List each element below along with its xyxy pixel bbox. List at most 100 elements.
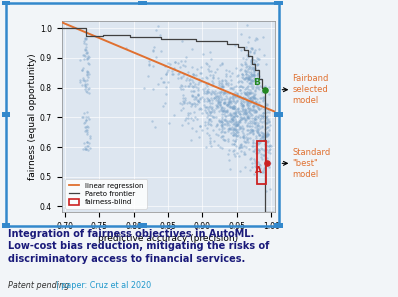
- Point: [267, 144, 274, 148]
- Point: [206, 64, 213, 69]
- Point: [244, 116, 251, 121]
- Point: [252, 92, 258, 97]
- Point: [213, 93, 220, 98]
- Point: [265, 84, 272, 89]
- Point: [243, 71, 250, 76]
- Point: [213, 132, 219, 137]
- Point: [261, 103, 268, 108]
- Point: [203, 144, 210, 149]
- Point: [259, 125, 265, 129]
- Point: [244, 74, 251, 79]
- Point: [243, 45, 250, 50]
- Point: [245, 121, 252, 126]
- Point: [238, 48, 244, 52]
- Point: [213, 124, 219, 129]
- Point: [220, 100, 227, 105]
- Point: [219, 85, 226, 89]
- Point: [245, 99, 251, 104]
- Point: [230, 118, 236, 122]
- Point: [178, 122, 185, 127]
- Point: [259, 94, 266, 99]
- Point: [234, 114, 240, 119]
- Point: [246, 109, 252, 114]
- Point: [228, 99, 234, 104]
- Point: [246, 65, 252, 70]
- Point: [177, 84, 183, 89]
- Point: [85, 56, 92, 61]
- Point: [253, 85, 259, 89]
- Point: [237, 145, 244, 149]
- Point: [215, 76, 221, 81]
- Point: [256, 124, 263, 129]
- Point: [238, 78, 244, 83]
- Point: [195, 92, 201, 97]
- Point: [141, 86, 148, 91]
- Point: [219, 121, 225, 126]
- Point: [86, 55, 92, 59]
- Point: [166, 62, 173, 67]
- Point: [219, 78, 226, 83]
- Point: [215, 101, 221, 106]
- Point: [84, 50, 91, 55]
- Point: [230, 93, 236, 98]
- Point: [246, 75, 252, 80]
- Point: [240, 77, 247, 81]
- Point: [232, 105, 238, 110]
- Point: [241, 108, 248, 113]
- Point: [255, 142, 261, 147]
- Point: [233, 127, 239, 132]
- Point: [216, 127, 222, 132]
- Point: [178, 83, 184, 87]
- Point: [207, 141, 213, 146]
- Point: [232, 110, 238, 115]
- Point: [182, 98, 189, 103]
- Point: [235, 130, 242, 135]
- Point: [230, 96, 236, 100]
- Point: [230, 122, 236, 127]
- Point: [187, 77, 193, 82]
- Point: [255, 139, 261, 144]
- Point: [238, 67, 245, 72]
- Point: [247, 121, 253, 126]
- Point: [212, 92, 218, 97]
- Point: [255, 146, 261, 151]
- Point: [251, 75, 258, 80]
- Point: [256, 107, 262, 112]
- Point: [232, 113, 238, 118]
- Point: [189, 85, 196, 90]
- Point: [264, 144, 270, 149]
- Point: [233, 144, 240, 149]
- Point: [238, 32, 244, 37]
- Point: [194, 117, 200, 122]
- Point: [221, 129, 228, 134]
- Point: [82, 119, 88, 124]
- Point: [181, 71, 187, 76]
- Point: [198, 107, 205, 111]
- Point: [247, 168, 254, 172]
- Point: [261, 118, 267, 123]
- Point: [248, 58, 255, 62]
- Point: [245, 105, 252, 110]
- Point: [206, 132, 213, 137]
- Point: [263, 115, 269, 119]
- Point: [240, 95, 246, 99]
- Point: [180, 62, 186, 67]
- Point: [217, 119, 223, 124]
- Point: [246, 34, 252, 39]
- Point: [261, 109, 267, 114]
- Point: [224, 103, 230, 108]
- Point: [220, 90, 226, 95]
- Point: [241, 69, 248, 73]
- Point: [196, 77, 203, 81]
- Point: [229, 118, 236, 123]
- Point: [253, 80, 259, 84]
- Point: [195, 98, 201, 103]
- Point: [197, 71, 204, 76]
- Point: [261, 121, 268, 126]
- Point: [256, 74, 262, 79]
- Point: [244, 103, 250, 108]
- Point: [236, 127, 242, 132]
- Point: [211, 90, 218, 95]
- Point: [253, 141, 259, 146]
- Point: [249, 165, 255, 169]
